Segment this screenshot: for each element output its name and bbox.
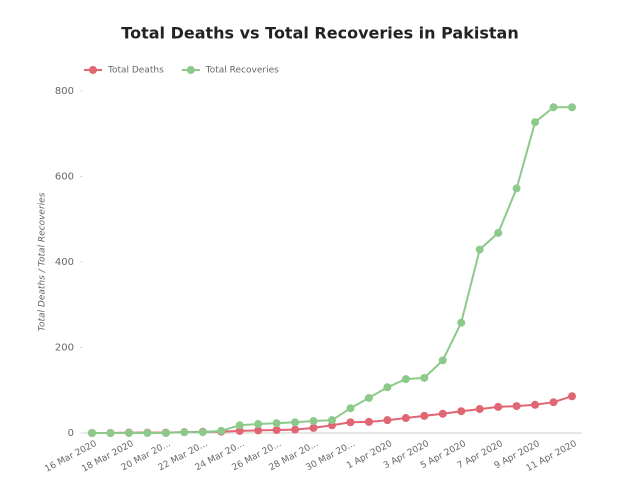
y-tick-label: 0 (68, 428, 74, 439)
point (291, 425, 300, 434)
point (531, 118, 540, 127)
point (494, 402, 503, 411)
legend-marker (186, 66, 195, 74)
y-tick-label: 800 (55, 86, 74, 97)
point (235, 421, 244, 430)
point (568, 103, 576, 112)
point (438, 409, 447, 418)
point (512, 402, 521, 411)
point (549, 398, 558, 407)
point (198, 428, 207, 437)
point (346, 418, 355, 427)
chart-title: Total Deaths vs Total Recoveries in Paki… (121, 24, 518, 43)
point (328, 416, 336, 425)
point (106, 429, 115, 437)
point (568, 392, 576, 401)
point (180, 428, 189, 437)
point (272, 419, 281, 428)
point (475, 405, 484, 414)
point (143, 429, 152, 437)
legend-label: Total Recoveries (205, 66, 279, 76)
point (512, 184, 521, 193)
point (309, 423, 318, 432)
y-tick-label: 600 (55, 172, 74, 183)
point (346, 404, 355, 413)
point (364, 393, 373, 402)
legend-label: Total Deaths (107, 66, 164, 76)
point (272, 426, 281, 435)
point (531, 400, 540, 409)
point (383, 383, 392, 392)
point (420, 373, 429, 382)
point (457, 407, 466, 416)
legend-marker (89, 66, 97, 74)
point (309, 417, 318, 426)
point (217, 426, 226, 435)
point (254, 426, 263, 435)
y-tick-label: 400 (55, 257, 74, 268)
point (161, 429, 170, 437)
point (549, 103, 558, 112)
point (420, 411, 429, 420)
point (438, 356, 447, 365)
point (494, 228, 503, 237)
point (291, 418, 300, 427)
point (383, 416, 392, 425)
y-axis-label: Total Deaths / Total Recoveries (38, 192, 48, 331)
point (124, 429, 133, 437)
point (457, 318, 466, 327)
point (254, 420, 263, 429)
series-line (92, 106, 572, 434)
point (364, 417, 373, 426)
point (401, 375, 410, 384)
point (88, 429, 96, 437)
point (475, 245, 484, 254)
point (235, 426, 244, 435)
y-tick-label: 200 (55, 343, 74, 354)
point (401, 414, 410, 423)
